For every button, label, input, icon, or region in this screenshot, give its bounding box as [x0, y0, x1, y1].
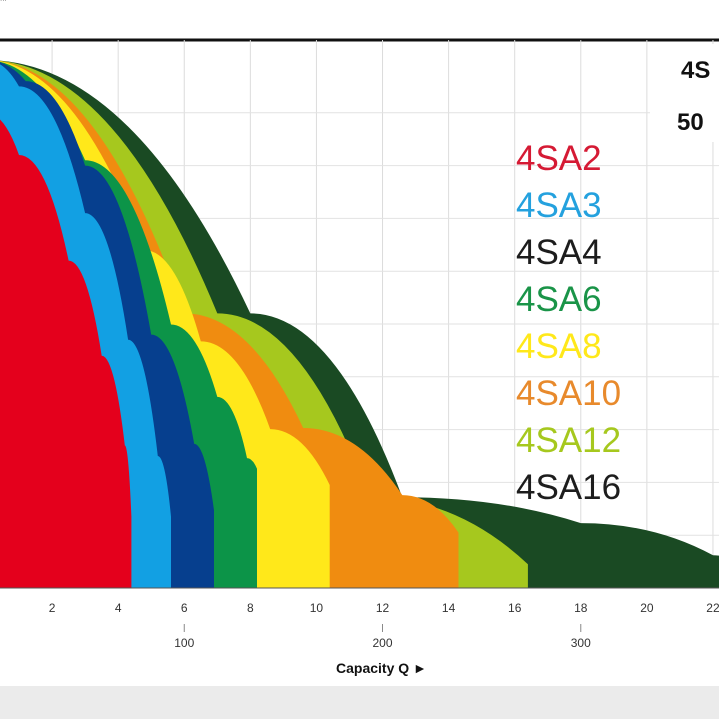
secondary-x-tick-1: 200 — [372, 636, 392, 650]
top-caption: ... — [0, 0, 7, 3]
x-tick-7: 16 — [508, 601, 522, 615]
legend-item-4sa4: 4SA4 — [516, 233, 602, 272]
x-tick-6: 14 — [442, 601, 456, 615]
secondary-x-tick-2: 300 — [571, 636, 591, 650]
legend-item-4sa6: 4SA6 — [516, 280, 602, 319]
unit-label-1: 4S — [681, 57, 710, 84]
legend-item-4sa3: 4SA3 — [516, 186, 602, 225]
x-tick-4: 10 — [310, 601, 324, 615]
series-areas — [0, 60, 719, 588]
unit-label-2: 50 — [677, 109, 704, 136]
x-tick-labels: 2468101214161820222 — [49, 601, 719, 615]
x-tick-2: 6 — [181, 601, 188, 615]
x-tick-10: 22 — [706, 601, 719, 615]
series-area-4sa2 — [0, 119, 132, 588]
legend-item-4sa16: 4SA16 — [516, 468, 621, 507]
x-tick-8: 18 — [574, 601, 588, 615]
x-tick-5: 12 — [376, 601, 390, 615]
legend-item-4sa10: 4SA10 — [516, 374, 621, 413]
legend-item-4sa8: 4SA8 — [516, 327, 602, 366]
secondary-x-tick-labels: 10020030040 — [174, 624, 591, 650]
footer-band — [0, 686, 719, 719]
x-axis-label: Capacity Q ► — [336, 660, 427, 676]
x-tick-0: 2 — [49, 601, 56, 615]
x-tick-1: 4 — [115, 601, 122, 615]
legend: 4SA2 4SA3 4SA4 4SA6 4SA8 4SA10 4SA12 4SA16 — [516, 139, 621, 507]
unit-label-box — [650, 44, 719, 142]
x-tick-9: 20 — [640, 601, 654, 615]
legend-item-4sa12: 4SA12 — [516, 421, 621, 460]
legend-item-4sa2: 4SA2 — [516, 139, 602, 178]
x-tick-3: 8 — [247, 601, 254, 615]
secondary-x-tick-0: 100 — [174, 636, 194, 650]
